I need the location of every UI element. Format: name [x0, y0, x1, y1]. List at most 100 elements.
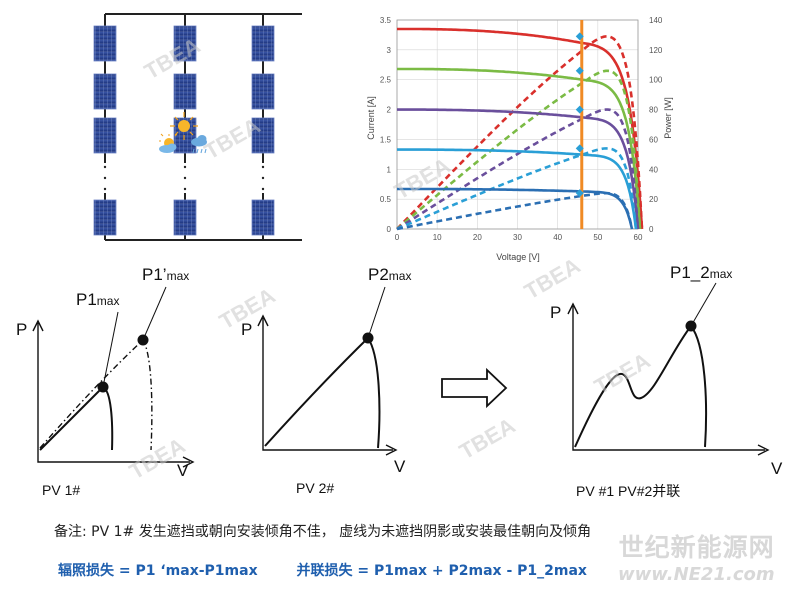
brand-watermark: TBEA [455, 413, 519, 465]
x-tick-label: 30 [513, 233, 522, 242]
x-tick-label: 0 [395, 233, 400, 242]
chart-y-left-axis-title: Current [A] [366, 96, 376, 140]
sketch-pv2: P V P2max PV 2# [241, 265, 411, 496]
chart-grid [396, 19, 639, 230]
solar-panel [93, 25, 117, 62]
site-watermark-name: 世纪新能源网 [618, 533, 775, 562]
y-left-tick-label: 2.5 [380, 76, 392, 85]
current-series-line [397, 108, 640, 230]
brand-watermarks: TBEA TBEA TBEA TBEA TBEA TBEA TBEA TBEA [125, 33, 654, 485]
sketch-pv2-axes [257, 314, 398, 456]
brand-watermark: TBEA [200, 113, 264, 165]
sketch-pv12-caption: PV #1 PV#2并联 [576, 483, 680, 499]
sketch-pv1-p1prime-max-label: P1’max [142, 265, 189, 284]
figure-note: 备注: PV 1# 发生遮挡或朝向安装倾角不佳， 虚线为未遮挡阴影或安装最佳朝向… [54, 524, 592, 540]
sketch-pv1-shaded-curve [39, 385, 114, 451]
chart-y-right-ticks: 0 20 40 60 80 100 120 140 [649, 16, 663, 234]
sketch-pv2-p2max-leader [367, 286, 386, 339]
max-power-point [575, 66, 584, 75]
sketch-pv2-caption: PV 2# [296, 480, 334, 496]
sun-behind-cloud-icon [159, 133, 178, 153]
sketch-pv12-p12max-leader [690, 282, 717, 327]
loss-formulas: 辐照损失 = P1 ‘max-P1max 并联损失 = P1max + P2ma… [58, 560, 621, 580]
result-arrow [441, 367, 508, 409]
chart-series [396, 27, 644, 231]
x-tick-label: 20 [473, 233, 482, 242]
sketch-pv2-curve [264, 336, 381, 449]
x-tick-label: 40 [553, 233, 562, 242]
y-right-tick-label: 140 [649, 16, 663, 25]
iv-pv-chart: 0 10 20 30 40 50 60 0 0.5 1 1.5 2 2.5 3 3.5 0 20 40 60 80… [366, 16, 673, 262]
max-power-point [575, 189, 584, 198]
array-wiring [104, 13, 302, 241]
sketch-pv12-p12max-label: P1_2max [670, 263, 732, 282]
sketch-pv12: P V P1_2max PV #1 PV#2并联 [550, 263, 783, 499]
sketch-pv1-y-axis-label: P [16, 320, 27, 339]
chart-y-right-axis-title: Power [W] [663, 97, 673, 139]
current-series-line [397, 27, 644, 230]
solar-panel-grid [93, 25, 275, 236]
y-right-tick-label: 40 [649, 165, 658, 174]
max-power-point [575, 105, 584, 114]
solar-panel [251, 117, 275, 154]
sketch-pv1: P V P1max P1’max PV 1# [16, 265, 195, 498]
y-right-tick-label: 100 [649, 76, 663, 85]
solar-panel [251, 199, 275, 236]
y-right-tick-label: 80 [649, 106, 658, 115]
max-power-point [575, 144, 584, 153]
site-watermark-url: www.NE21.com [618, 564, 775, 585]
pv-array-schematic [93, 13, 302, 241]
power-series-line [396, 35, 644, 230]
y-right-tick-label: 120 [649, 46, 663, 55]
current-series-line [397, 148, 638, 230]
x-tick-label: 60 [634, 233, 643, 242]
solar-panel [173, 25, 197, 62]
brand-watermark: TBEA [590, 348, 654, 400]
brand-watermark: TBEA [390, 153, 454, 205]
chart-mpp-points [575, 32, 584, 198]
sketch-pv2-y-axis-label: P [241, 320, 252, 339]
chart-x-ticks: 0 10 20 30 40 50 60 [395, 233, 643, 242]
current-series-line [397, 67, 642, 230]
solar-panel [93, 199, 117, 236]
sketch-pv1-p1max-label: P1max [76, 290, 119, 309]
continuation-dots [103, 165, 265, 191]
x-tick-label: 50 [593, 233, 602, 242]
power-series-line [396, 69, 642, 230]
sketch-pv1-x-axis-label: V [177, 461, 189, 480]
solar-panel [93, 117, 117, 154]
sketch-pv2-x-axis-label: V [394, 457, 406, 476]
y-right-tick-label: 20 [649, 195, 658, 204]
sketch-pv1-p1max-leader [102, 311, 119, 388]
y-left-tick-label: 3 [387, 46, 392, 55]
solar-panel [173, 73, 197, 110]
parallel-loss-formula: 并联损失 = P1max + P2max - P1_2max [296, 563, 587, 579]
sketch-pv1-caption: PV 1# [42, 482, 80, 498]
y-left-tick-label: 0 [387, 225, 392, 234]
y-right-tick-label: 60 [649, 135, 658, 144]
sketch-pv12-curve [574, 324, 708, 448]
y-left-tick-label: 3.5 [380, 16, 392, 25]
y-left-tick-label: 2 [387, 106, 392, 115]
site-watermark: 世纪新能源网 www.NE21.com [618, 528, 775, 585]
power-series-line [396, 108, 640, 231]
solar-panel [251, 73, 275, 110]
sketch-pv2-p2max-label: P2max [368, 265, 411, 284]
y-left-tick-label: 0.5 [380, 195, 392, 204]
y-right-tick-label: 0 [649, 225, 654, 234]
power-series-line [396, 147, 638, 231]
max-power-point [575, 32, 584, 41]
sketch-pv12-y-axis-label: P [550, 303, 561, 322]
y-left-tick-label: 1 [387, 165, 392, 174]
x-tick-label: 10 [433, 233, 442, 242]
y-left-tick-label: 1.5 [380, 135, 392, 144]
sketch-pv12-x-axis-label: V [771, 459, 783, 478]
sketch-pv1-p1prime-leader [142, 286, 167, 341]
chart-y-left-ticks: 0 0.5 1 1.5 2 2.5 3 3.5 [380, 16, 392, 234]
rain-cloud-icon [191, 135, 207, 154]
sketch-pv1-axes [32, 319, 195, 468]
irradiance-loss-formula: 辐照损失 = P1 ‘max-P1max [58, 563, 258, 579]
chart-x-axis-title: Voltage [V] [496, 252, 540, 262]
